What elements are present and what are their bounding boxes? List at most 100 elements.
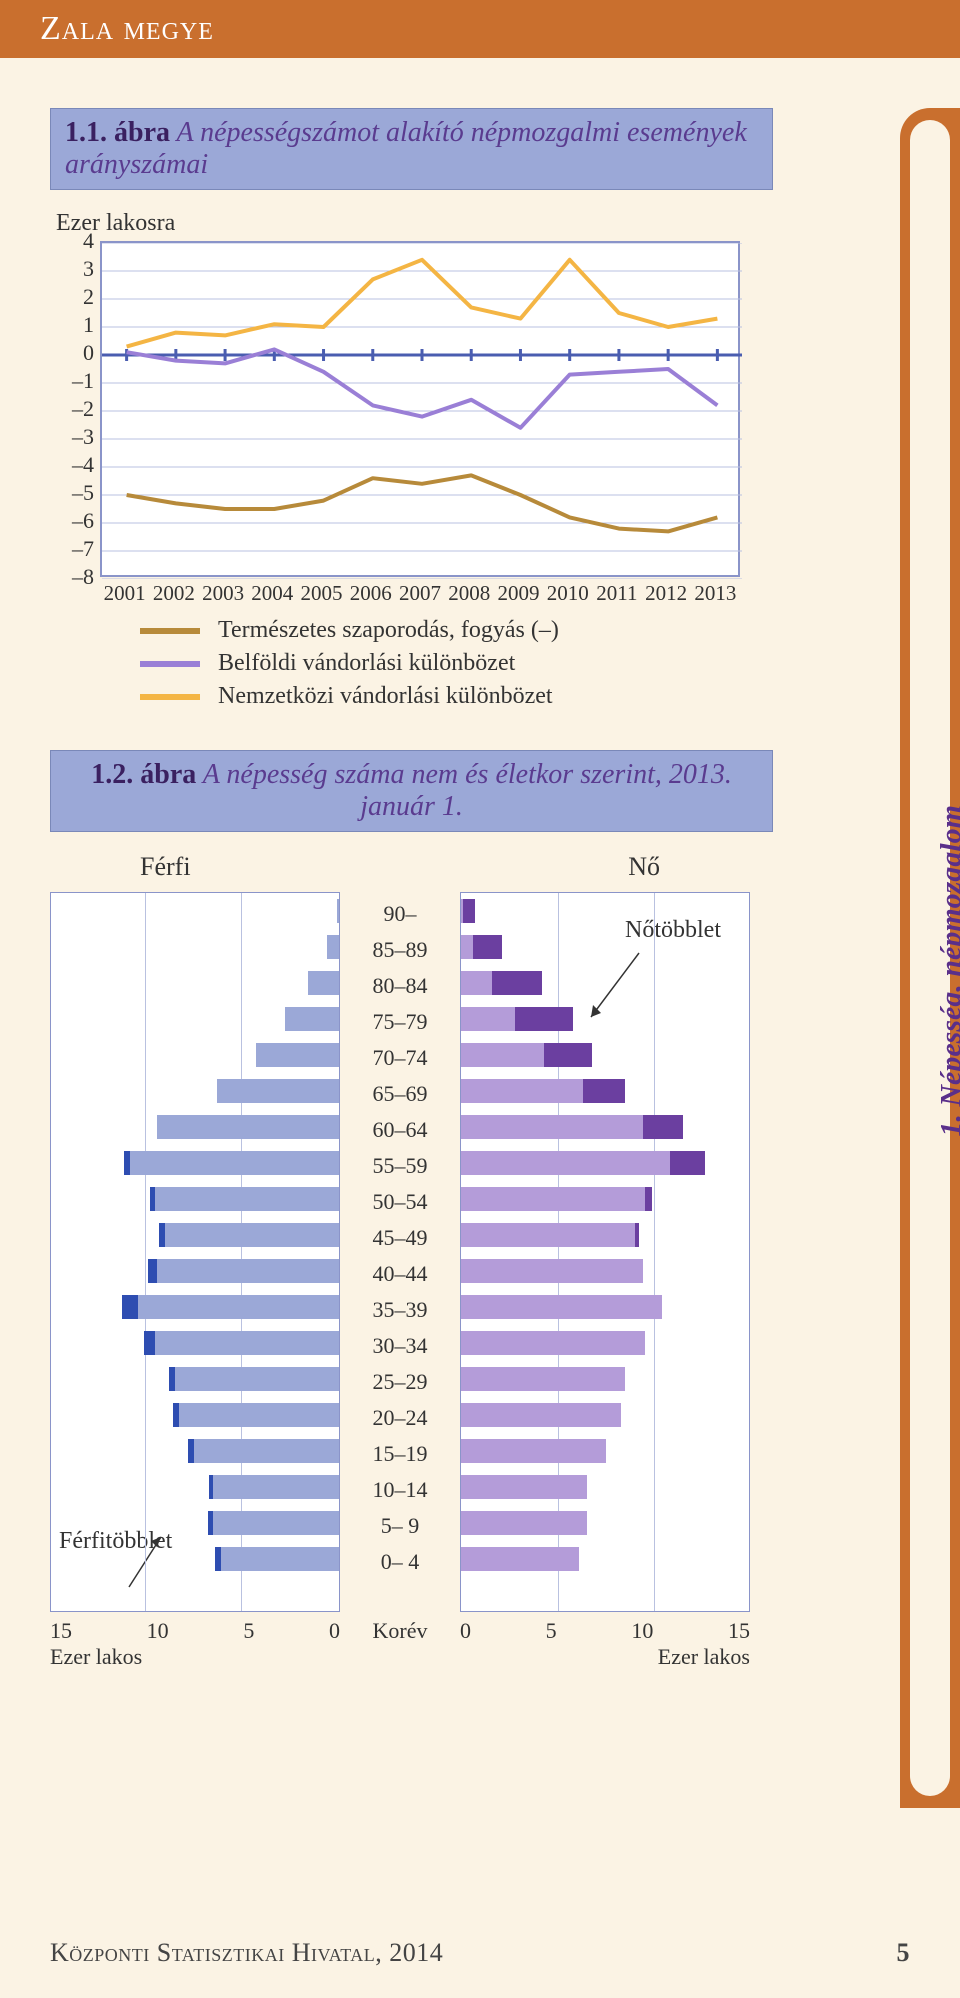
pyr-xtick: 10 (147, 1618, 169, 1644)
pyr-xtick: 15 (728, 1618, 750, 1644)
fig1-number: 1.1. ábra (65, 117, 170, 148)
age-group-label: 45–49 (340, 1220, 460, 1256)
pyr-female-label: Nő (628, 852, 660, 882)
age-group-label: 5– 9 (340, 1508, 460, 1544)
fig1-svg (102, 243, 742, 579)
fig1-ylabel: Ezer lakosra (56, 210, 773, 237)
legend-intl: Nemzetközi vándorlási különbözet (140, 683, 773, 710)
fig1-ytick: 4 (50, 228, 94, 254)
pyr-row-male (51, 1109, 339, 1145)
fig1-ytick: –8 (50, 564, 94, 590)
age-group-label: 30–34 (340, 1328, 460, 1364)
pyr-xtick: 10 (631, 1618, 653, 1644)
pyr-xtick: 5 (546, 1618, 557, 1644)
pyramid-xlabels: Ezer lakos Ezer lakos (50, 1644, 750, 1670)
fig2-title: A népesség száma nem és életkor szerint,… (203, 759, 732, 822)
region-header: Zala megye (0, 0, 960, 58)
pyr-male-label: Férfi (140, 852, 191, 882)
pyramid-female-side: Nőtöbblet (460, 892, 750, 1612)
pyr-row-female (461, 1073, 749, 1109)
pyr-row-female (461, 1541, 749, 1577)
fig1-legend: Természetes szaporodás, fogyás (–) Belfö… (140, 617, 773, 710)
fig1-xtick: 2009 (497, 581, 539, 606)
left-column: 1.1. ábra A népességszámot alakító népmo… (50, 108, 773, 1670)
fig1-ytick: –2 (50, 396, 94, 422)
fig1-xtick: 2002 (153, 581, 195, 606)
fig1-ytick: –6 (50, 508, 94, 534)
pyr-xtick: 0 (460, 1618, 471, 1644)
pyr-xticks-left: 151050 (50, 1618, 340, 1644)
fig1-plot-area (100, 241, 740, 577)
fig1-xtick: 2003 (202, 581, 244, 606)
pyr-xtick: 15 (50, 1618, 72, 1644)
fig1-xtick: 2007 (399, 581, 441, 606)
pyr-row-male (51, 1325, 339, 1361)
pyr-row-female (461, 1325, 749, 1361)
footer-page: 5 (897, 1938, 911, 1968)
pyramid-age-labels: 90–85–8980–8475–7970–7465–6960–6455–5950… (340, 892, 460, 1612)
pyr-row-male (51, 1073, 339, 1109)
pyramid-xaxis: 151050 Korév 051015 (50, 1618, 750, 1644)
pyr-row-male (51, 1361, 339, 1397)
legend-swatch-intl (140, 694, 200, 700)
pyr-row-female (461, 1505, 749, 1541)
pyr-row-female (461, 965, 749, 1001)
fig2-number: 1.2. ábra (91, 759, 196, 790)
age-group-label: 50–54 (340, 1184, 460, 1220)
pyr-row-female (461, 1181, 749, 1217)
pyramid-male-side: Férfitöbblet (50, 892, 340, 1612)
fig1-ytick: 2 (50, 284, 94, 310)
side-tab-label: 1. Népesség, népmozgalom (935, 805, 960, 1137)
fig1-xtick: 2001 (104, 581, 146, 606)
age-group-label: 20–24 (340, 1400, 460, 1436)
age-group-label: 75–79 (340, 1004, 460, 1040)
pyr-row-male (51, 1541, 339, 1577)
fig1-ytick: –3 (50, 424, 94, 450)
pyr-row-female (461, 1253, 749, 1289)
pyr-row-male (51, 1289, 339, 1325)
footer: Központi Statisztikai Hivatal, 2014 5 (50, 1938, 910, 1968)
fig1-xtick: 2011 (596, 581, 637, 606)
pyr-row-female (461, 1289, 749, 1325)
age-group-label: 35–39 (340, 1292, 460, 1328)
age-group-label: 70–74 (340, 1040, 460, 1076)
pyr-row-female (461, 1361, 749, 1397)
fig1-ytick: –4 (50, 452, 94, 478)
pyr-row-female (461, 929, 749, 965)
age-group-label: 15–19 (340, 1436, 460, 1472)
pyr-row-male (51, 1433, 339, 1469)
fig1-chart: 43210–1–2–3–4–5–6–7–8 200120022003200420… (50, 241, 750, 601)
right-column: 1. Népesség, népmozgalom (793, 108, 930, 1670)
fig1-ytick: 1 (50, 312, 94, 338)
age-group-label: 65–69 (340, 1076, 460, 1112)
pyr-xtick: 5 (243, 1618, 254, 1644)
fig1-xtick: 2004 (251, 581, 293, 606)
pyr-row-male (51, 1469, 339, 1505)
footer-publisher: Központi Statisztikai Hivatal, 2014 (50, 1938, 443, 1968)
pyr-row-male (51, 965, 339, 1001)
pyr-row-male (51, 893, 339, 929)
pyr-row-female (461, 1217, 749, 1253)
fig1-xtick: 2006 (350, 581, 392, 606)
pyr-xlabel-left: Ezer lakos (50, 1644, 142, 1670)
fig1-ytick: –1 (50, 368, 94, 394)
age-group-label: 90– (340, 896, 460, 932)
age-group-label: 55–59 (340, 1148, 460, 1184)
pyr-row-female (461, 1037, 749, 1073)
pyr-row-female (461, 893, 749, 929)
fig1-ytick: 0 (50, 340, 94, 366)
pyr-row-male (51, 1037, 339, 1073)
legend-label-intl: Nemzetközi vándorlási különbözet (218, 683, 553, 710)
age-group-label: 80–84 (340, 968, 460, 1004)
pyr-row-male (51, 1181, 339, 1217)
pyr-row-male (51, 1145, 339, 1181)
fig1-xtick: 2005 (301, 581, 343, 606)
pyr-row-female (461, 1001, 749, 1037)
fig1-xtick: 2013 (694, 581, 736, 606)
side-tab: 1. Népesség, népmozgalom (850, 108, 960, 1808)
pyr-row-male (51, 1397, 339, 1433)
region-name: Zala megye (40, 10, 214, 47)
age-group-label: 85–89 (340, 932, 460, 968)
legend-label-natural: Természetes szaporodás, fogyás (–) (218, 617, 559, 644)
age-group-label: 10–14 (340, 1472, 460, 1508)
